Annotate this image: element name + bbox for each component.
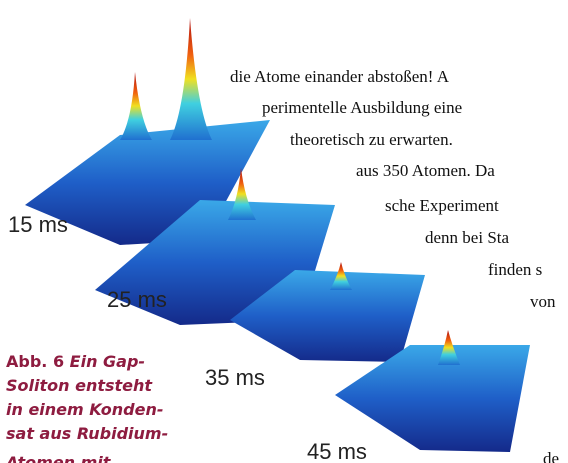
text-line: aus 350 Atomen. Da xyxy=(356,161,495,180)
peak xyxy=(438,330,460,365)
peak xyxy=(228,168,256,220)
surface-plots xyxy=(25,18,530,452)
text-line: perimentelle Ausbildung eine xyxy=(262,98,462,117)
body-text: die Atome einander abstoßen! A perimente… xyxy=(230,67,559,463)
caption-label: Abb. 6 xyxy=(6,352,64,371)
caption-text: Ein Gap- xyxy=(70,352,145,371)
caption: Abb. 6 Ein Gap- Soliton entsteht in eine… xyxy=(4,352,168,463)
time-label: 45 ms xyxy=(307,439,367,463)
text-line: die Atome einander abstoßen! A xyxy=(230,67,450,86)
time-label: 25 ms xyxy=(107,287,167,312)
text-line: theoretisch zu erwarten. xyxy=(290,130,453,149)
caption-line: in einem Konden- xyxy=(6,400,164,419)
time-label: 15 ms xyxy=(8,212,68,237)
caption-line: Soliton entsteht xyxy=(6,376,153,395)
text-line: finden s xyxy=(488,260,542,279)
surface-35ms xyxy=(230,270,425,362)
peak xyxy=(170,18,212,140)
surface-45ms xyxy=(335,345,530,452)
peak xyxy=(120,72,152,140)
caption-line: Abb. 6 Ein Gap- xyxy=(6,352,145,371)
time-label: 35 ms xyxy=(205,365,265,390)
caption-line: sat aus Rubidium- xyxy=(6,424,168,443)
caption-line: Atomen mit xyxy=(4,453,112,463)
text-line: de xyxy=(543,449,559,463)
text-line: sche Experiment xyxy=(385,196,499,215)
text-line: denn bei Sta xyxy=(425,228,509,247)
text-line: von xyxy=(530,292,556,311)
peak xyxy=(330,262,352,290)
